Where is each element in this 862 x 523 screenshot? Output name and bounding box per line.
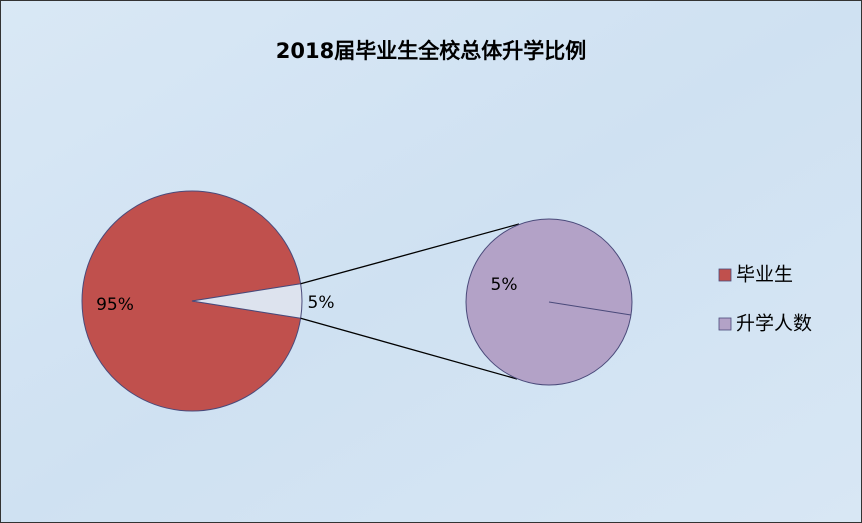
data-label: 5% [308, 293, 335, 313]
pie-slice [191, 283, 303, 319]
connector [300, 223, 520, 285]
legend-swatch [718, 317, 732, 331]
legend-label: 升学人数 [736, 313, 812, 335]
data-label: 5% [491, 275, 518, 295]
pie-slice [81, 190, 302, 412]
legend-label: 毕业生 [736, 264, 793, 286]
connector [300, 317, 518, 380]
legend-swatch [718, 268, 732, 282]
slice-border [548, 301, 632, 316]
chart-title: 2018届毕业生全校总体升学比例 [276, 39, 586, 63]
data-label: 95% [96, 295, 134, 315]
